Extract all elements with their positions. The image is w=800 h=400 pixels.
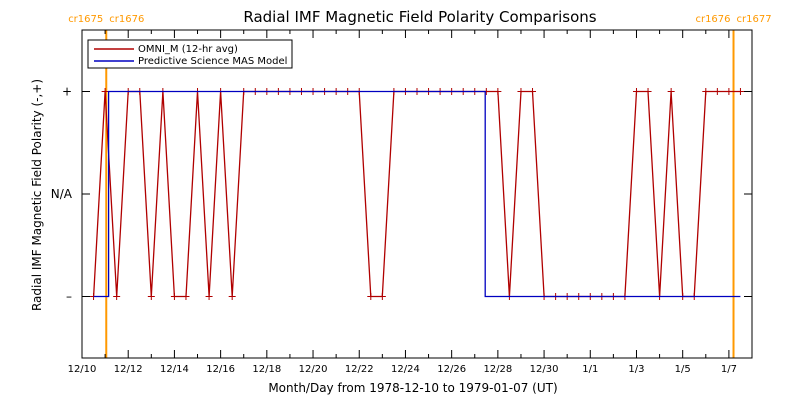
x-tick-label: 12/16	[206, 364, 235, 375]
omni-data-point	[529, 88, 537, 95]
x-tick-label: 1/5	[675, 364, 691, 375]
x-tick-label: 12/12	[114, 364, 143, 375]
omni-data-point	[736, 88, 744, 95]
legend-label-omni: OMNI_M (12-hr avg)	[138, 44, 238, 55]
legend-label-mas: Predictive Science MAS Model	[138, 56, 287, 67]
omni-data-point	[667, 88, 675, 95]
y-tick-label: –	[66, 290, 72, 304]
x-tick-label: 1/1	[582, 364, 598, 375]
x-tick-label: 12/28	[483, 364, 512, 375]
y-axis-label: Radial IMF Magnetic Field Polarity (-,+)	[30, 79, 44, 311]
rotation-label-right: cr1677	[737, 14, 772, 25]
omni-data-point	[182, 293, 190, 300]
rotation-markers: cr1675 cr1676 cr1676 cr1677	[68, 14, 772, 358]
omni-data-point	[205, 293, 213, 300]
omni-data-point	[632, 88, 640, 95]
omni-data-point	[101, 88, 109, 95]
x-axis-label: Month/Day from 1978-12-10 to 1979-01-07 …	[268, 381, 557, 395]
x-tick-label: 1/3	[628, 364, 644, 375]
omni-data-point	[113, 293, 121, 300]
omni-data-point	[494, 88, 502, 95]
x-tick-label: 12/18	[252, 364, 281, 375]
chart-title: Radial IMF Magnetic Field Polarity Compa…	[243, 8, 596, 26]
x-tick-label: 1/7	[721, 364, 737, 375]
legend-box	[87, 39, 293, 69]
rotation-label-right: cr1676	[109, 14, 144, 25]
omni-data-point	[367, 293, 375, 300]
mas-series-line	[93, 90, 741, 298]
rotation-label-left: cr1675	[68, 14, 103, 25]
omni-data-point	[147, 293, 155, 300]
omni-data-point	[702, 88, 710, 95]
omni-data-point	[644, 88, 652, 95]
omni-data-point	[517, 88, 525, 95]
omni-data-point	[713, 88, 721, 95]
y-tick-label: N/A	[51, 187, 73, 201]
x-tick-label: 12/10	[68, 364, 97, 375]
series-layer	[90, 88, 744, 300]
omni-data-point	[170, 293, 178, 300]
x-tick-label: 12/24	[391, 364, 420, 375]
x-tick-label: 12/20	[299, 364, 328, 375]
x-tick-label: 12/26	[437, 364, 466, 375]
y-tick-label: +	[62, 85, 72, 99]
plot-frame	[81, 29, 753, 359]
omni-data-point	[725, 88, 733, 95]
x-ticks: 12/10 12/12 12/14 12/16 12/18 12/20 12/22 12/24…	[68, 30, 737, 375]
omni-data-point	[228, 293, 236, 300]
omni-data-point	[378, 293, 386, 300]
y-ticks: + N/A –	[51, 85, 752, 304]
rotation-label-left: cr1676	[695, 14, 730, 25]
legend: OMNI_M (12-hr avg) Predictive Science MA…	[87, 39, 293, 69]
x-tick-label: 12/22	[345, 364, 374, 375]
x-tick-label: 12/14	[160, 364, 189, 375]
x-tick-label: 12/30	[530, 364, 559, 375]
